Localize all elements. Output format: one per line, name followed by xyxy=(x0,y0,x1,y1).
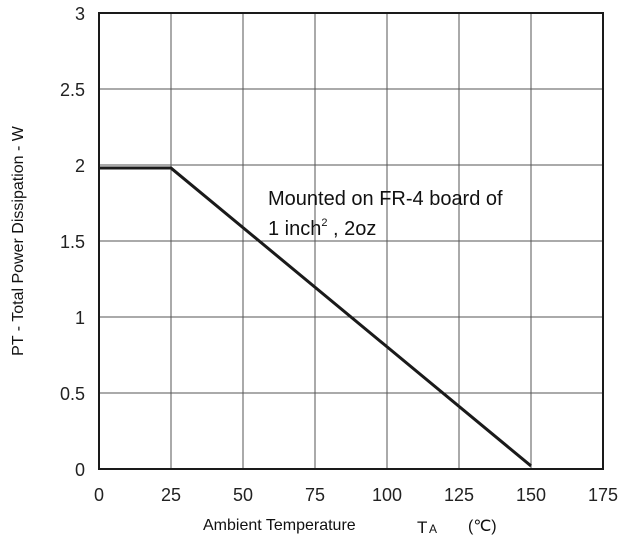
x-tick-label: 175 xyxy=(588,485,618,505)
series-layer xyxy=(99,166,532,468)
y-tick-label: 0 xyxy=(75,460,85,480)
x-tick-label: 125 xyxy=(444,485,474,505)
x-tick-label: 25 xyxy=(161,485,181,505)
x-tick-label: 50 xyxy=(233,485,253,505)
annotation-line-2: 1 inch2 , 2oz xyxy=(268,217,376,240)
power-derating-line xyxy=(99,166,532,468)
plot-frame xyxy=(98,12,604,470)
annotation-line-2-suffix: , 2oz xyxy=(328,218,377,240)
y-tick-label: 2 xyxy=(75,156,85,176)
y-tick-label: 0.5 xyxy=(60,384,85,404)
y-tick-labels: 0 0.5 1 1.5 2 2.5 3 xyxy=(60,4,85,480)
annotation-line-2-prefix: 1 inch xyxy=(268,218,321,240)
annotation-line-1: Mounted on FR-4 board of xyxy=(268,188,503,210)
y-tick-label: 1.5 xyxy=(60,232,85,252)
y-axis-label: PT - Total Power Dissipation - W xyxy=(10,125,27,356)
x-axis-unit: (℃) xyxy=(468,518,497,535)
annotation-superscript: 2 xyxy=(321,217,327,229)
x-tick-label: 100 xyxy=(372,485,402,505)
grid-lines xyxy=(98,12,604,470)
x-axis-label: Ambient Temperature xyxy=(203,517,356,534)
x-axis-symbol-subscript: A xyxy=(429,522,437,536)
y-tick-label: 2.5 xyxy=(60,80,85,100)
y-tick-label: 3 xyxy=(75,4,85,24)
x-tick-label: 150 xyxy=(516,485,546,505)
x-tick-labels: 0 25 50 75 100 125 150 175 xyxy=(94,485,618,505)
x-tick-label: 75 xyxy=(305,485,325,505)
x-axis-symbol: T xyxy=(417,518,427,537)
y-tick-label: 1 xyxy=(75,308,85,328)
x-tick-label: 0 xyxy=(94,485,104,505)
